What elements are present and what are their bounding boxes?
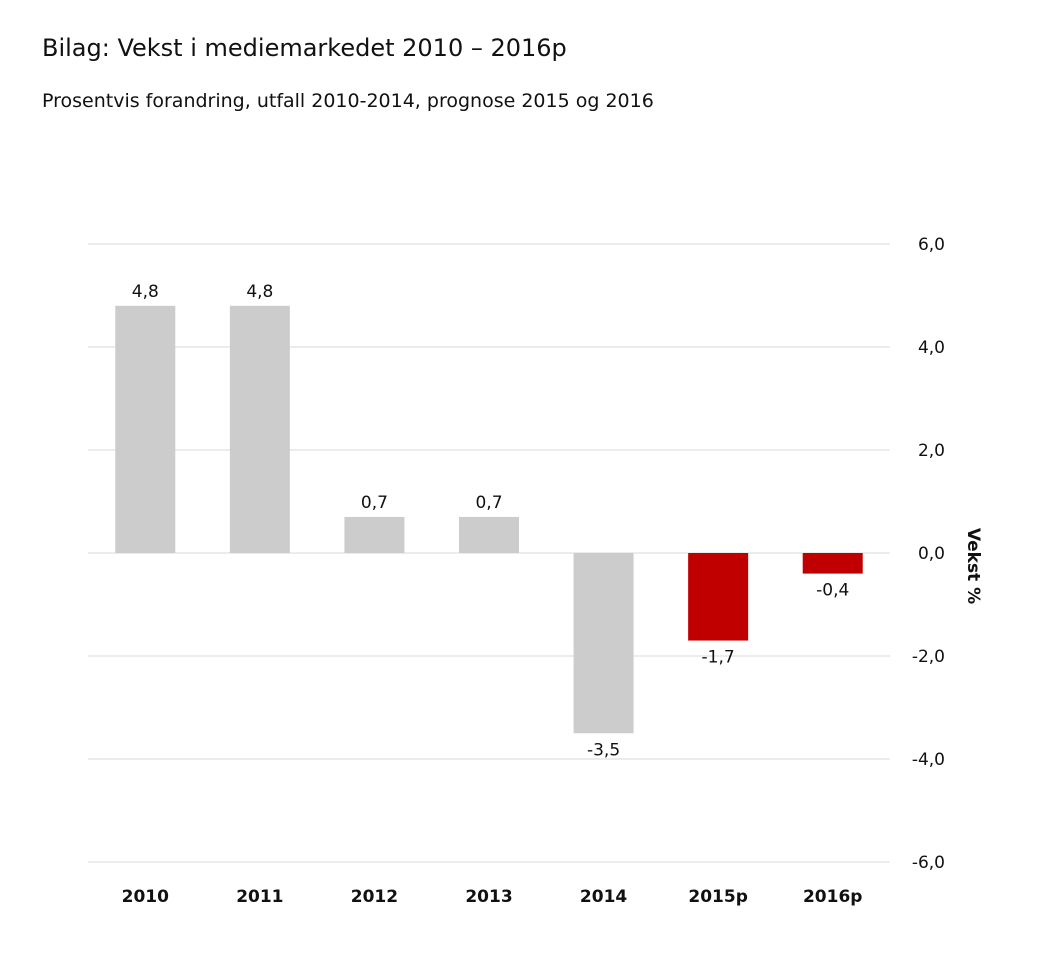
data-label-2016p: -0,4 <box>816 581 849 601</box>
y-axis-label: Vekst % <box>963 528 983 604</box>
bar-2014 <box>573 553 634 734</box>
bar-2010 <box>115 305 176 553</box>
y-tick-label: 0,0 <box>918 544 945 564</box>
y-tick-label: -2,0 <box>912 647 945 667</box>
bars <box>115 305 863 734</box>
y-tick-label: -4,0 <box>912 750 945 770</box>
bar-2013 <box>459 516 519 553</box>
bar-2016p <box>802 553 863 574</box>
y-tick-label: -6,0 <box>912 853 945 873</box>
bar-2015p <box>688 553 749 641</box>
x-tick-label-2010: 2010 <box>122 887 169 907</box>
x-tick-label-2012: 2012 <box>351 887 398 907</box>
bar-2011 <box>229 305 290 553</box>
data-label-2012: 0,7 <box>361 493 388 513</box>
y-axis-ticks: 6,0 4,0 2,0 0,0 -2,0 -4,0 -6,0 <box>912 235 945 873</box>
x-axis-ticks: 2010 2011 2012 2013 2014 2015p 2016p <box>122 887 863 907</box>
y-tick-label: 6,0 <box>918 235 945 255</box>
y-tick-label: 4,0 <box>918 338 945 358</box>
x-tick-label-2013: 2013 <box>465 887 512 907</box>
data-label-2010: 4,8 <box>132 282 159 302</box>
chart-title: Bilag: Vekst i mediemarkedet 2010 – 2016… <box>42 34 567 62</box>
x-tick-label-2015p: 2015p <box>688 887 747 907</box>
data-label-2015p: -1,7 <box>702 648 735 668</box>
gridlines <box>88 243 890 863</box>
data-label-2014: -3,5 <box>587 740 620 760</box>
bar-2012 <box>344 516 405 553</box>
y-tick-label: 2,0 <box>918 441 945 461</box>
x-tick-label-2016p: 2016p <box>803 887 862 907</box>
data-label-2013: 0,7 <box>475 493 502 513</box>
data-labels: 4,8 4,8 0,7 0,7 -3,5 -1,7 -0,4 <box>132 282 850 760</box>
x-tick-label-2014: 2014 <box>580 887 627 907</box>
data-label-2011: 4,8 <box>246 282 273 302</box>
chart-subtitle: Prosentvis forandring, utfall 2010-2014,… <box>42 90 654 112</box>
x-tick-label-2011: 2011 <box>236 887 283 907</box>
